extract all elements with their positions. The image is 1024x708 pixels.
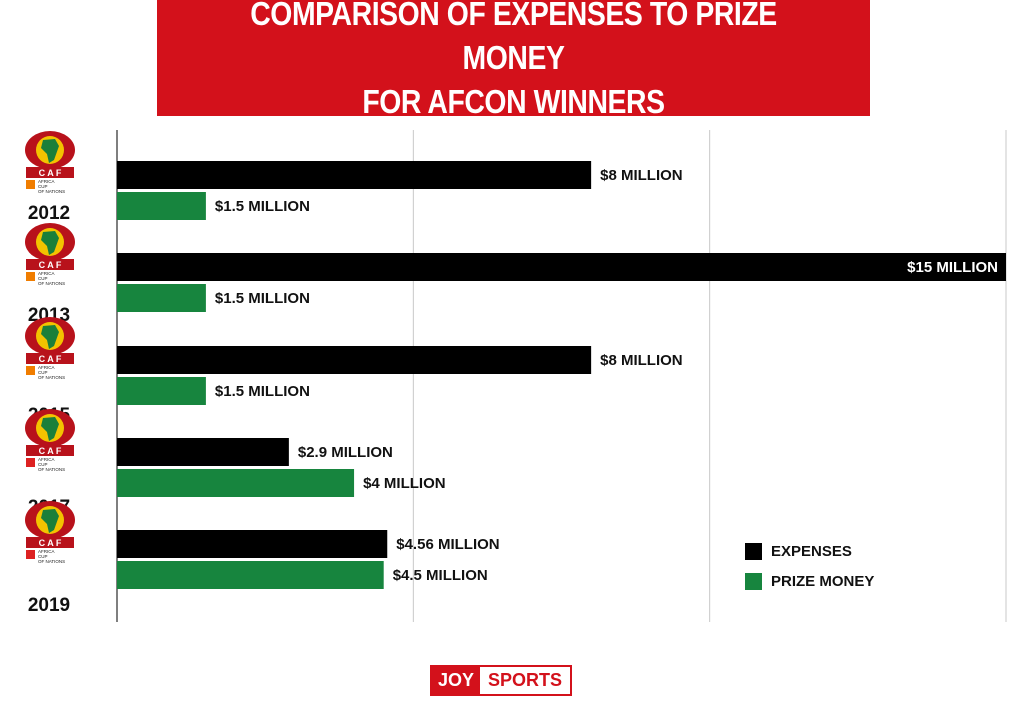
svg-text:C A F: C A F	[39, 354, 62, 364]
chart-title-line-2: FOR AFCON WINNERS	[362, 83, 665, 120]
legend-item-prize-money: PRIZE MONEY	[745, 566, 874, 596]
expenses-label-2019: $4.56 MILLION	[396, 536, 499, 553]
svg-text:CUP: CUP	[38, 462, 48, 467]
expenses-bar-2015	[117, 346, 592, 374]
prize-money-label-2015: $1.5 MILLION	[215, 383, 310, 400]
expenses-label-2015: $8 MILLION	[600, 352, 683, 369]
prize-money-label-2019: $4.5 MILLION	[393, 567, 488, 584]
prize-money-label-2012: $1.5 MILLION	[215, 198, 310, 215]
legend-swatch-expenses	[745, 542, 762, 560]
caf-logo-icon: C A F AFRICA CUP OF NATIONS	[23, 130, 77, 200]
svg-text:AFRICA: AFRICA	[38, 179, 55, 184]
svg-text:CUP: CUP	[38, 276, 48, 281]
caf-logo-icon: C A F AFRICA CUP OF NATIONS	[23, 500, 77, 570]
legend-item-expenses: EXPENSES	[745, 536, 874, 566]
svg-text:CUP: CUP	[38, 184, 48, 189]
bar-chart: $8 MILLION $15 MILLION $8 MILLION $2.9 MILL…	[116, 130, 1007, 622]
logo-joy-text: JOY	[432, 667, 481, 694]
svg-text:AFRICA: AFRICA	[38, 365, 55, 370]
prize-money-bar-2012	[117, 192, 206, 220]
expenses-bar-2013	[117, 253, 1006, 281]
svg-text:CUP: CUP	[38, 370, 48, 375]
svg-text:C A F: C A F	[39, 260, 62, 270]
expenses-label-2013: $15 MILLION	[907, 259, 998, 276]
svg-text:OF NATIONS: OF NATIONS	[38, 189, 65, 194]
caf-logo-icon: C A F AFRICA CUP OF NATIONS	[23, 316, 77, 386]
prize-money-bar-2017	[117, 469, 355, 497]
legend-label-expenses: EXPENSES	[771, 542, 852, 560]
svg-text:AFRICA: AFRICA	[38, 549, 55, 554]
svg-text:OF NATIONS: OF NATIONS	[38, 281, 65, 286]
svg-text:AFRICA: AFRICA	[38, 457, 55, 462]
expenses-bar-2012	[117, 161, 592, 189]
svg-text:OF NATIONS: OF NATIONS	[38, 375, 65, 380]
legend: EXPENSES PRIZE MONEY	[745, 536, 874, 596]
chart-title-line-1: COMPARISON OF EXPENSES TO PRIZE MONEY	[250, 0, 777, 76]
caf-logo-icon: C A F AFRICA CUP OF NATIONS	[23, 222, 77, 292]
caf-logo-icon: C A F AFRICA CUP OF NATIONS	[23, 408, 77, 478]
year-label-2019: 2019	[27, 595, 71, 616]
svg-text:AFRICA: AFRICA	[38, 271, 55, 276]
expenses-bar-2019	[117, 530, 388, 558]
svg-text:C A F: C A F	[39, 446, 62, 456]
prize-money-bar-2013	[117, 284, 206, 312]
legend-label-prize-money: PRIZE MONEY	[771, 572, 875, 590]
logo-sports-text: SPORTS	[480, 667, 571, 694]
prize-money-label-2017: $4 MILLION	[363, 475, 446, 492]
svg-text:OF NATIONS: OF NATIONS	[38, 467, 65, 472]
prize-money-label-2013: $1.5 MILLION	[215, 290, 310, 307]
svg-text:C A F: C A F	[39, 168, 62, 178]
prize-money-bar-2019	[117, 561, 384, 589]
expenses-bar-2017	[117, 438, 289, 466]
joy-sports-logo: JOY SPORTS	[430, 665, 573, 696]
expenses-label-2017: $2.9 MILLION	[298, 444, 393, 461]
prize-money-bar-2015	[117, 377, 206, 405]
svg-text:OF NATIONS: OF NATIONS	[38, 559, 65, 564]
year-label-2012: 2012	[27, 203, 71, 224]
svg-text:CUP: CUP	[38, 554, 48, 559]
expenses-label-2012: $8 MILLION	[600, 167, 683, 184]
title-banner: COMPARISON OF EXPENSES TO PRIZE MONEY FO…	[157, 0, 870, 120]
legend-swatch-prize-money	[745, 572, 762, 590]
svg-text:C A F: C A F	[39, 538, 62, 548]
